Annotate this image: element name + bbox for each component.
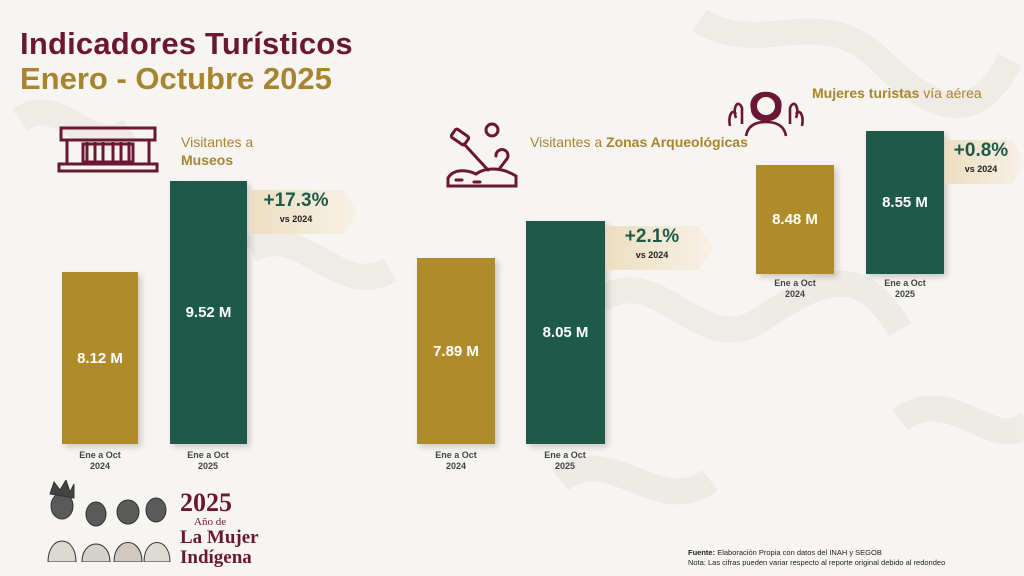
panel-label-archaeology: Visitantes a Zonas Arqueológicas bbox=[530, 133, 760, 151]
bar-women-2024: 8.48 M bbox=[756, 165, 834, 274]
x-tick-label: Ene a Oct 2024 bbox=[774, 278, 816, 299]
bar-women-2025: 8.55 M bbox=[866, 131, 944, 274]
bar-value-label: 8.05 M bbox=[542, 324, 589, 341]
change-percent: +17.3% bbox=[263, 190, 329, 211]
brand-year: 2025 bbox=[180, 488, 232, 517]
bar-archaeology-2025: 8.05 M bbox=[526, 221, 605, 444]
brand-line2: Año de bbox=[194, 516, 227, 528]
change-percent: +0.8% bbox=[953, 140, 1009, 161]
brand-logo: 2025 Año de La Mujer Indígena bbox=[180, 490, 259, 568]
change-badge bbox=[606, 226, 714, 270]
source-label: Fuente: bbox=[688, 548, 716, 557]
x-tick-label: Ene a Oct 2024 bbox=[79, 450, 121, 471]
change-badge bbox=[250, 190, 358, 234]
archaeology-icon bbox=[446, 122, 518, 188]
page-subtitle: Enero - Octubre 2025 bbox=[20, 61, 332, 96]
label-plain: Visitantes a bbox=[181, 134, 254, 150]
source-text: Elaboración Propia con datos del INAH y … bbox=[717, 548, 882, 557]
label-bold: Museos bbox=[181, 152, 234, 168]
bar-value-label: 8.55 M bbox=[882, 194, 928, 211]
bar-value-label: 9.52 M bbox=[185, 304, 232, 321]
panel-label-museums: Visitantes a Museos bbox=[181, 133, 253, 169]
museum-icon bbox=[57, 126, 159, 173]
x-tick-label: Ene a Oct 2025 bbox=[884, 278, 926, 299]
woman-traveler-icon bbox=[728, 91, 804, 137]
bar-value-label: 8.12 M bbox=[77, 349, 123, 367]
brand-line3: La Mujer bbox=[180, 527, 259, 548]
indigenous-women-illustration bbox=[47, 480, 171, 562]
change-reference: vs 2024 bbox=[964, 164, 998, 174]
label-plain: vía aérea bbox=[923, 85, 982, 101]
change-badge bbox=[945, 140, 1024, 184]
brand-line4: Indígena bbox=[180, 547, 252, 568]
bar-museums-2025: 9.52 M bbox=[170, 181, 247, 444]
bar-value-label: 8.48 M bbox=[772, 211, 818, 228]
bar-value-label: 7.89 M bbox=[433, 342, 479, 360]
footer-note: Nota: Las cifras pueden variar respecto … bbox=[688, 558, 946, 567]
label-bold: Mujeres turistas bbox=[812, 85, 920, 101]
change-reference: vs 2024 bbox=[279, 214, 313, 224]
panel-label-women: Mujeres turistas vía aérea bbox=[812, 84, 1022, 102]
x-tick-label: Ene a Oct 2025 bbox=[187, 450, 229, 471]
label-bold: Zonas Arqueológicas bbox=[606, 134, 748, 150]
bar-museums-2024: 8.12 M bbox=[62, 272, 138, 444]
footer-source: Fuente: Elaboración Propia con datos del… bbox=[688, 548, 945, 568]
bar-archaeology-2024: 7.89 M bbox=[417, 258, 495, 444]
x-tick-label: Ene a Oct 2024 bbox=[435, 450, 477, 471]
x-tick-label: Ene a Oct 2025 bbox=[544, 450, 586, 471]
label-plain: Visitantes a bbox=[530, 134, 603, 150]
change-percent: +2.1% bbox=[624, 226, 680, 247]
page-title: Indicadores Turísticos bbox=[20, 26, 353, 61]
change-reference: vs 2024 bbox=[635, 250, 669, 260]
